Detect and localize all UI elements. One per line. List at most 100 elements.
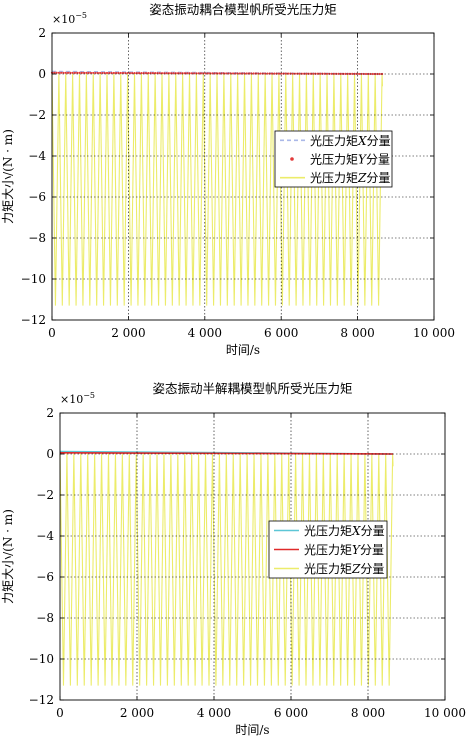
- series-point-y: [298, 72, 301, 75]
- x-axis-label: 时间/s: [235, 723, 269, 737]
- x-tick-label: 10 000: [413, 326, 455, 340]
- series-point-y: [99, 71, 102, 75]
- series-point-y: [286, 72, 290, 75]
- y-tick-label: 2: [38, 26, 46, 40]
- series-point-y: [112, 71, 115, 75]
- series-point-y: [103, 71, 106, 75]
- series-point-y: [252, 72, 255, 75]
- series-point-y: [108, 71, 111, 75]
- series-point-y: [291, 72, 294, 75]
- series-point-y: [261, 72, 264, 75]
- series-point-y: [119, 71, 122, 75]
- legend-label-z: 光压力矩Z分量: [310, 171, 390, 185]
- series-point-y: [371, 72, 374, 76]
- y-tick-label: 2: [46, 406, 54, 420]
- series-point-y: [73, 71, 77, 74]
- x-tick-label: 8 000: [351, 706, 385, 720]
- series-point-y: [273, 72, 276, 75]
- series-point-y: [257, 72, 260, 75]
- series-point-y: [55, 71, 58, 74]
- series-point-y: [144, 72, 148, 75]
- series-point-y: [142, 72, 145, 75]
- grid: [60, 413, 445, 700]
- series-point-y: [293, 72, 297, 75]
- series-point-y: [282, 72, 285, 75]
- series-point-y: [353, 72, 356, 75]
- y-tick-label: −6: [28, 190, 46, 204]
- x-tick-label: 2 000: [111, 326, 145, 340]
- series-point-y: [137, 71, 141, 75]
- series-point-y: [344, 72, 347, 75]
- x-tick-label: 6 000: [274, 706, 308, 720]
- series-point-y: [62, 71, 65, 74]
- series-point-y: [351, 72, 354, 75]
- x-tick-label: 2 000: [120, 706, 154, 720]
- series-point-y: [115, 71, 118, 75]
- series-point-y: [346, 72, 349, 75]
- series-point-y: [337, 72, 340, 75]
- series-point-y: [89, 71, 93, 75]
- series-point-y: [316, 72, 319, 75]
- series-point-y: [135, 71, 138, 75]
- series-point-y: [94, 71, 97, 75]
- series-line-z: [51, 73, 383, 306]
- series-point-y: [289, 72, 292, 75]
- series-point-y: [218, 72, 221, 75]
- chart-title: 姿态振动半解耦模型帆所受光压力矩: [152, 381, 352, 396]
- series-point-y: [270, 72, 274, 75]
- series-point-y: [264, 72, 267, 75]
- series-point-y: [259, 72, 262, 75]
- legend-marker-y: [290, 157, 294, 161]
- x-tick-label: 4 000: [197, 706, 231, 720]
- series-point-y: [124, 71, 127, 75]
- y-multiplier-label: ×10−5: [60, 391, 95, 406]
- y-axis-label: 力矩大小/(N · m): [1, 509, 15, 604]
- series-point-y: [57, 71, 60, 74]
- y-axis-label: 力矩大小/(N · m): [1, 129, 15, 224]
- chart-panel-1: 姿态振动耦合模型帆所受光压力矩 0 2 000 4 000 6 000 8 000 10 0…: [1, 2, 455, 357]
- series-point-y: [245, 72, 248, 75]
- series-point-y: [296, 72, 299, 75]
- y-tick-label: 0: [38, 67, 46, 81]
- series-point-y: [87, 71, 90, 75]
- series-point-y: [305, 72, 308, 75]
- series-point-y: [277, 72, 281, 75]
- series-point-y: [71, 71, 74, 74]
- series-point-y: [193, 72, 196, 75]
- x-tick-label: 0: [56, 706, 64, 720]
- series-point-y: [85, 71, 88, 74]
- y-tick-label: −4: [28, 149, 46, 163]
- y-multiplier-label: ×10−5: [52, 11, 87, 26]
- series-point-y: [117, 71, 120, 75]
- series-point-y: [105, 71, 109, 75]
- y-tick-label: −2: [36, 488, 54, 502]
- x-tick-label: 6 000: [264, 326, 298, 340]
- series-line-z: [59, 453, 394, 686]
- grid: [52, 33, 434, 320]
- series-point-y: [275, 72, 278, 75]
- series-point-y: [128, 71, 132, 75]
- series-point-y: [165, 72, 168, 75]
- y-tick-label: −8: [28, 231, 46, 245]
- series-point-y: [268, 72, 271, 75]
- x-tick-label: 0: [48, 326, 56, 340]
- legend-label-y: 光压力矩Y分量: [304, 543, 384, 557]
- series-point-y: [80, 71, 83, 74]
- y-tick-label: −10: [29, 652, 54, 666]
- series-point-y: [330, 72, 333, 75]
- series-point-y: [364, 72, 368, 76]
- series-point-y: [312, 72, 315, 75]
- series-point-y: [92, 71, 95, 75]
- series-point-y: [319, 72, 322, 75]
- series-point-y: [64, 71, 67, 74]
- y-tick-label: −6: [36, 570, 54, 584]
- series-point-y: [82, 71, 86, 74]
- series-point-y: [172, 72, 175, 75]
- series-point-y: [53, 71, 56, 74]
- series-point-y: [76, 71, 79, 74]
- y-tick-label: −4: [36, 529, 54, 543]
- series-point-y: [339, 72, 342, 75]
- x-tick-label: 8 000: [340, 326, 374, 340]
